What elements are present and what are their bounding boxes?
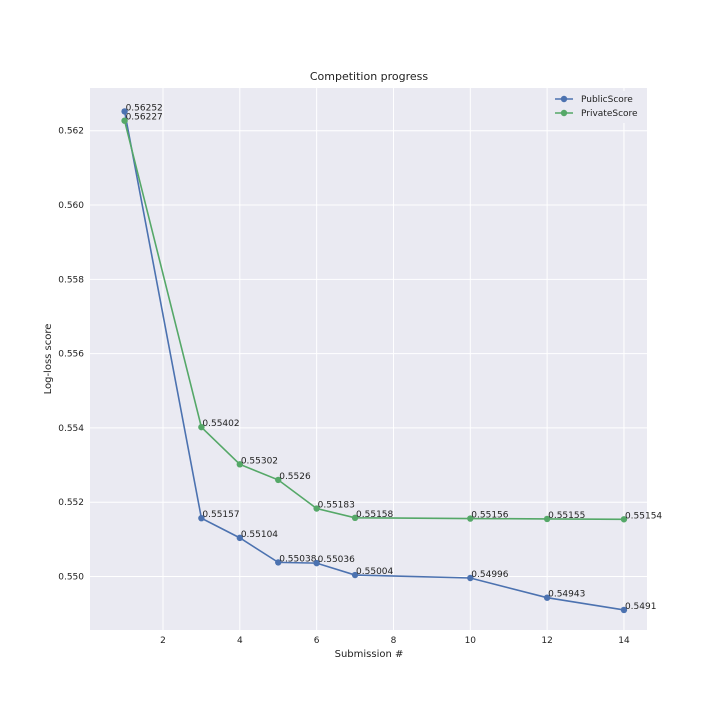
- data-point-privatescore: [467, 515, 474, 522]
- plot-area: [90, 88, 647, 630]
- legend: PublicScore PrivateScore: [548, 91, 642, 123]
- data-point-publicscore: [313, 559, 320, 567]
- data-label-privatescore: 0.5526: [279, 472, 311, 482]
- data-label-privatescore: 0.55156: [471, 511, 508, 521]
- x-tick-label: 8: [391, 636, 397, 646]
- chart-title: Competition progress: [310, 70, 429, 83]
- x-axis-label: Submission #: [335, 649, 404, 660]
- data-point-publicscore: [467, 574, 474, 582]
- legend-label-public: PublicScore: [581, 95, 633, 105]
- y-tick-label: 0.550: [58, 573, 84, 583]
- x-tick-label: 10: [465, 636, 477, 646]
- data-label-publicscore: 0.54996: [471, 570, 508, 580]
- x-tick-label: 12: [541, 636, 552, 646]
- legend-marker-public: [560, 95, 568, 103]
- x-tick-label: 14: [618, 636, 630, 646]
- data-point-publicscore: [351, 571, 359, 579]
- grid: [90, 88, 647, 630]
- data-label-publicscore: 0.55038: [279, 554, 316, 564]
- y-tick-label: 0.560: [58, 201, 84, 211]
- y-tick-label: 0.556: [58, 350, 84, 360]
- data-label-privatescore: 0.55402: [202, 419, 239, 429]
- data-point-privatescore: [121, 117, 128, 124]
- series-privatescore: 0.562270.554020.553020.55260.551830.5515…: [121, 113, 662, 523]
- data-point-privatescore: [313, 505, 320, 512]
- x-tick-label: 4: [237, 636, 243, 646]
- y-tick-label: 0.552: [58, 498, 84, 508]
- data-point-privatescore: [620, 516, 628, 523]
- data-point-publicscore: [543, 594, 551, 601]
- data-point-privatescore: [236, 461, 244, 468]
- y-axis: 0.550 0.552 0.554 0.556 0.558 0.560 0.562: [58, 127, 84, 583]
- data-label-publicscore: 0.55004: [356, 567, 393, 577]
- data-label-publicscore: 0.55104: [241, 530, 278, 540]
- data-point-publicscore: [620, 606, 628, 614]
- y-axis-label: Log-loss score: [43, 324, 54, 395]
- x-tick-label: 2: [160, 636, 166, 646]
- x-tick-label: 6: [314, 636, 320, 646]
- y-tick-label: 0.558: [58, 275, 84, 285]
- data-point-publicscore: [236, 534, 244, 542]
- data-label-publicscore: 0.55157: [202, 510, 239, 520]
- data-label-publicscore: 0.55036: [318, 555, 355, 565]
- data-label-privatescore: 0.55302: [241, 456, 278, 466]
- data-label-privatescore: 0.55154: [625, 511, 662, 521]
- data-point-privatescore: [543, 515, 551, 523]
- legend-label-private: PrivateScore: [581, 109, 638, 119]
- data-label-privatescore: 0.55183: [318, 501, 355, 511]
- data-point-publicscore: [275, 559, 282, 566]
- data-point-publicscore: [121, 108, 128, 115]
- data-point-publicscore: [198, 514, 205, 522]
- data-point-privatescore: [351, 514, 359, 522]
- y-tick-label: 0.554: [58, 424, 84, 434]
- data-label-privatescore: 0.56227: [126, 113, 163, 123]
- data-label-publicscore: 0.54943: [548, 590, 585, 600]
- data-label-privatescore: 0.55155: [548, 511, 585, 521]
- data-label-publicscore: 0.5491: [625, 602, 657, 612]
- data-label-publicscore: 0.56252: [126, 103, 163, 113]
- x-axis: 2 4 6 8 10 12 14: [160, 636, 630, 646]
- legend-marker-private: [560, 109, 568, 117]
- y-tick-label: 0.562: [58, 127, 84, 137]
- data-point-privatescore: [198, 423, 205, 431]
- data-label-privatescore: 0.55158: [356, 510, 393, 520]
- data-point-privatescore: [275, 476, 282, 484]
